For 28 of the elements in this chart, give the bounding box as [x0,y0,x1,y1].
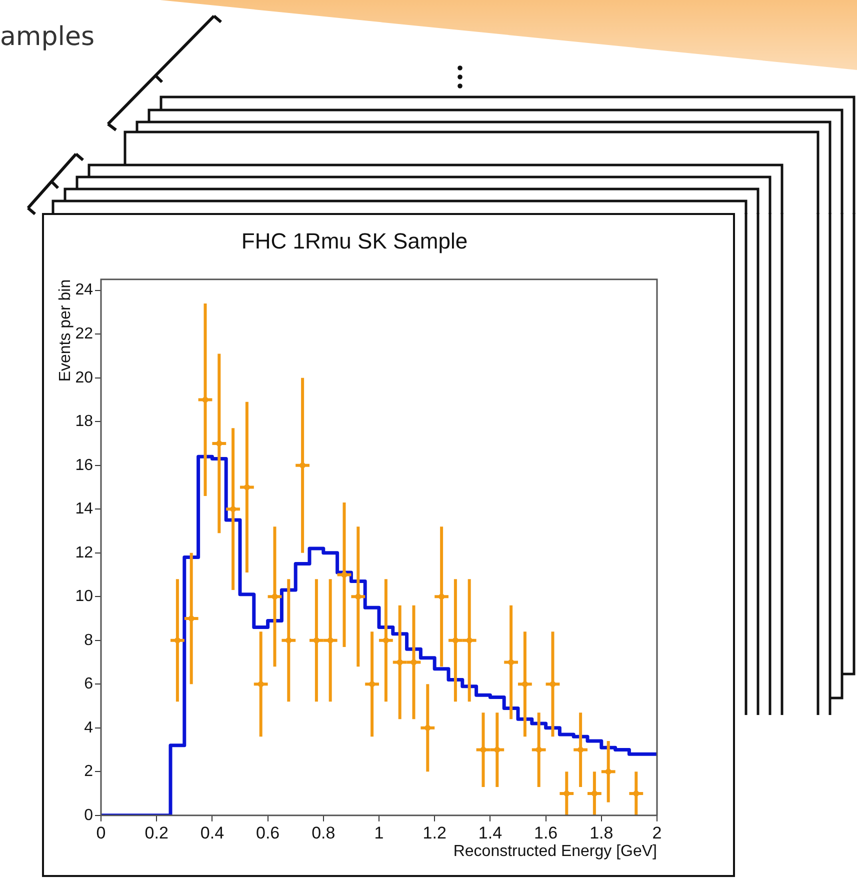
y-tick-label: 22 [75,326,94,342]
x-tick-label: 0.2 [144,823,168,842]
y-tick-label: 18 [75,413,94,430]
y-tick-label: 8 [84,632,94,649]
x-tick-label: 0.8 [312,823,336,842]
x-tick-label: 1.4 [478,823,502,842]
x-axis-title: Reconstructed Energy [GeV] [453,842,657,860]
y-tick-label: 2 [84,763,94,780]
x-tick-label: 0 [96,823,106,842]
x-tick-label: 1.2 [422,823,446,842]
y-tick-label: 20 [75,369,94,386]
y-axis-title: Events per bin [57,279,74,382]
y-tick-label: 6 [84,676,94,693]
y-tick-label: 10 [75,588,94,606]
x-tick-label: 0.6 [256,823,280,842]
y-tick-label: 0 [84,806,94,824]
x-tick-label: 0.4 [200,823,224,842]
y-tick-label: 4 [84,719,94,736]
x-tick-label: 1.6 [534,823,558,842]
y-tick-label: 16 [75,456,94,474]
y-tick-label: 14 [75,500,94,518]
y-tick-label: 24 [75,282,94,299]
chart-title: FHC 1Rmu SK Sample [241,228,468,254]
x-tick-label: 1.8 [590,823,614,842]
x-tick-label: 1 [374,823,384,842]
text: amples [0,22,95,52]
y-tick-label: 12 [75,544,94,562]
x-tick-label: 2 [652,823,662,842]
